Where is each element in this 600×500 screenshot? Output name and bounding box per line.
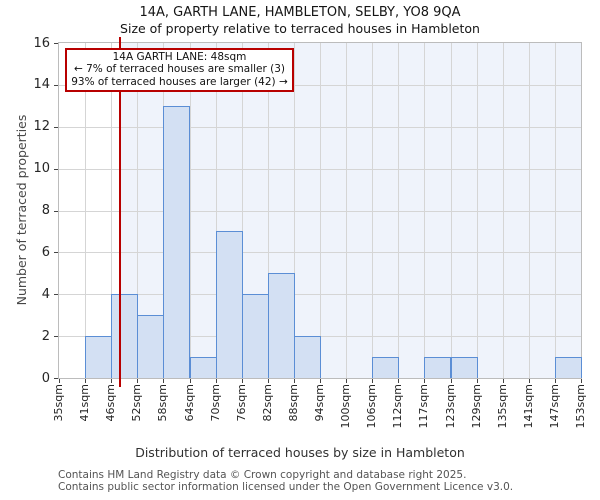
y-tick-mark bbox=[54, 252, 58, 254]
x-tick-label: 41sqm bbox=[78, 384, 92, 422]
chart-subtitle: Size of property relative to terraced ho… bbox=[120, 21, 480, 36]
x-tick-mark bbox=[137, 379, 139, 383]
histogram-bar bbox=[163, 105, 191, 378]
y-tick-label: 2 bbox=[41, 328, 50, 344]
histogram-bar bbox=[241, 294, 269, 378]
y-tick-mark bbox=[54, 126, 58, 128]
callout-smaller-text: ← 7% of terraced houses are smaller (3) bbox=[73, 63, 286, 76]
grid-line-horizontal bbox=[59, 126, 581, 128]
y-tick-mark bbox=[54, 336, 58, 338]
chart-title: 14A, GARTH LANE, HAMBLETON, SELBY, YO8 9… bbox=[139, 5, 461, 20]
x-tick-label: 58sqm bbox=[156, 384, 170, 422]
x-tick-label: 112sqm bbox=[391, 384, 405, 429]
y-tick-label: 0 bbox=[41, 370, 50, 386]
x-tick-label: 147sqm bbox=[547, 384, 561, 429]
callout-title: 14A GARTH LANE: 48sqm bbox=[112, 51, 247, 63]
x-tick-mark bbox=[85, 379, 87, 383]
footer-attribution-line1: Contains HM Land Registry data © Crown c… bbox=[58, 469, 467, 481]
x-tick-label: 88sqm bbox=[286, 384, 300, 422]
grid-line-horizontal bbox=[59, 294, 581, 296]
histogram-bar bbox=[137, 315, 165, 378]
x-tick-label: 64sqm bbox=[182, 384, 196, 422]
x-tick-label: 135sqm bbox=[495, 384, 509, 429]
x-tick-mark bbox=[215, 379, 217, 383]
x-tick-mark bbox=[554, 379, 556, 383]
x-tick-label: 52sqm bbox=[130, 384, 144, 422]
property-callout-box: 14A GARTH LANE: 48sqm ← 7% of terraced h… bbox=[65, 48, 294, 93]
y-tick-label: 14 bbox=[33, 77, 50, 93]
x-tick-label: 76sqm bbox=[234, 384, 248, 422]
footer-attribution-line2: Contains public sector information licen… bbox=[58, 480, 514, 493]
x-tick-label: 153sqm bbox=[574, 384, 587, 429]
histogram-bar bbox=[111, 294, 139, 378]
title-block: 14A, GARTH LANE, HAMBLETON, SELBY, YO8 9… bbox=[0, 4, 600, 37]
x-tick-label: 106sqm bbox=[365, 384, 379, 429]
histogram-bar bbox=[424, 357, 452, 378]
x-tick-label: 117sqm bbox=[417, 384, 431, 429]
y-tick-mark bbox=[54, 43, 58, 44]
x-tick-mark bbox=[581, 379, 582, 383]
grid-line-horizontal bbox=[59, 210, 581, 212]
x-tick-mark bbox=[398, 379, 400, 383]
x-tick-mark bbox=[346, 379, 348, 383]
grid-line-horizontal bbox=[59, 84, 581, 86]
x-tick-mark bbox=[320, 379, 321, 383]
property-size-marker-line bbox=[118, 37, 121, 387]
histogram-bar bbox=[554, 357, 582, 378]
x-tick-mark bbox=[163, 379, 165, 383]
x-tick-mark bbox=[111, 379, 113, 383]
y-tick-mark bbox=[54, 168, 58, 170]
x-tick-mark bbox=[59, 379, 60, 383]
y-tick-label: 8 bbox=[41, 203, 50, 218]
grid-line-horizontal bbox=[59, 252, 581, 254]
x-axis-title: Distribution of terraced houses by size … bbox=[135, 445, 465, 460]
histogram-bar bbox=[372, 357, 400, 378]
x-tick-label: 141sqm bbox=[521, 384, 535, 429]
y-tick-label: 12 bbox=[33, 119, 50, 135]
x-tick-label: 70sqm bbox=[208, 384, 222, 422]
x-tick-label: 123sqm bbox=[443, 384, 457, 429]
histogram-bar bbox=[85, 336, 113, 378]
plot-area bbox=[58, 42, 582, 379]
grid-line-horizontal bbox=[59, 168, 581, 170]
histogram-bar bbox=[189, 357, 217, 378]
x-tick-label: 82sqm bbox=[260, 384, 274, 422]
x-tick-label: 100sqm bbox=[339, 384, 353, 429]
x-tick-mark bbox=[450, 379, 452, 383]
histogram-bar bbox=[450, 357, 478, 378]
y-tick-mark bbox=[54, 84, 58, 86]
x-tick-mark bbox=[372, 379, 374, 383]
x-tick-label: 129sqm bbox=[469, 384, 483, 429]
y-tick-label: 16 bbox=[33, 35, 50, 51]
x-tick-mark bbox=[267, 379, 269, 383]
callout-larger-text: 93% of terraced houses are larger (42) → bbox=[71, 75, 288, 88]
y-tick-mark bbox=[54, 378, 58, 379]
histogram-bar bbox=[293, 336, 321, 378]
x-tick-mark bbox=[424, 379, 426, 383]
x-tick-mark bbox=[528, 379, 530, 383]
x-tick-mark bbox=[293, 379, 295, 383]
x-tick-label: 35sqm bbox=[52, 384, 65, 422]
y-tick-label: 10 bbox=[33, 161, 50, 177]
y-tick-label: 6 bbox=[41, 244, 50, 260]
x-tick-mark bbox=[189, 379, 191, 383]
y-tick-mark bbox=[54, 294, 58, 296]
histogram-bar bbox=[267, 273, 295, 378]
y-tick-label: 4 bbox=[41, 286, 50, 302]
x-tick-label: 46sqm bbox=[104, 384, 118, 422]
histogram-bar bbox=[215, 231, 243, 378]
x-tick-label: 94sqm bbox=[313, 384, 326, 422]
x-tick-mark bbox=[241, 379, 243, 383]
x-tick-mark bbox=[502, 379, 504, 383]
x-tick-mark bbox=[476, 379, 478, 383]
y-tick-mark bbox=[54, 210, 58, 212]
